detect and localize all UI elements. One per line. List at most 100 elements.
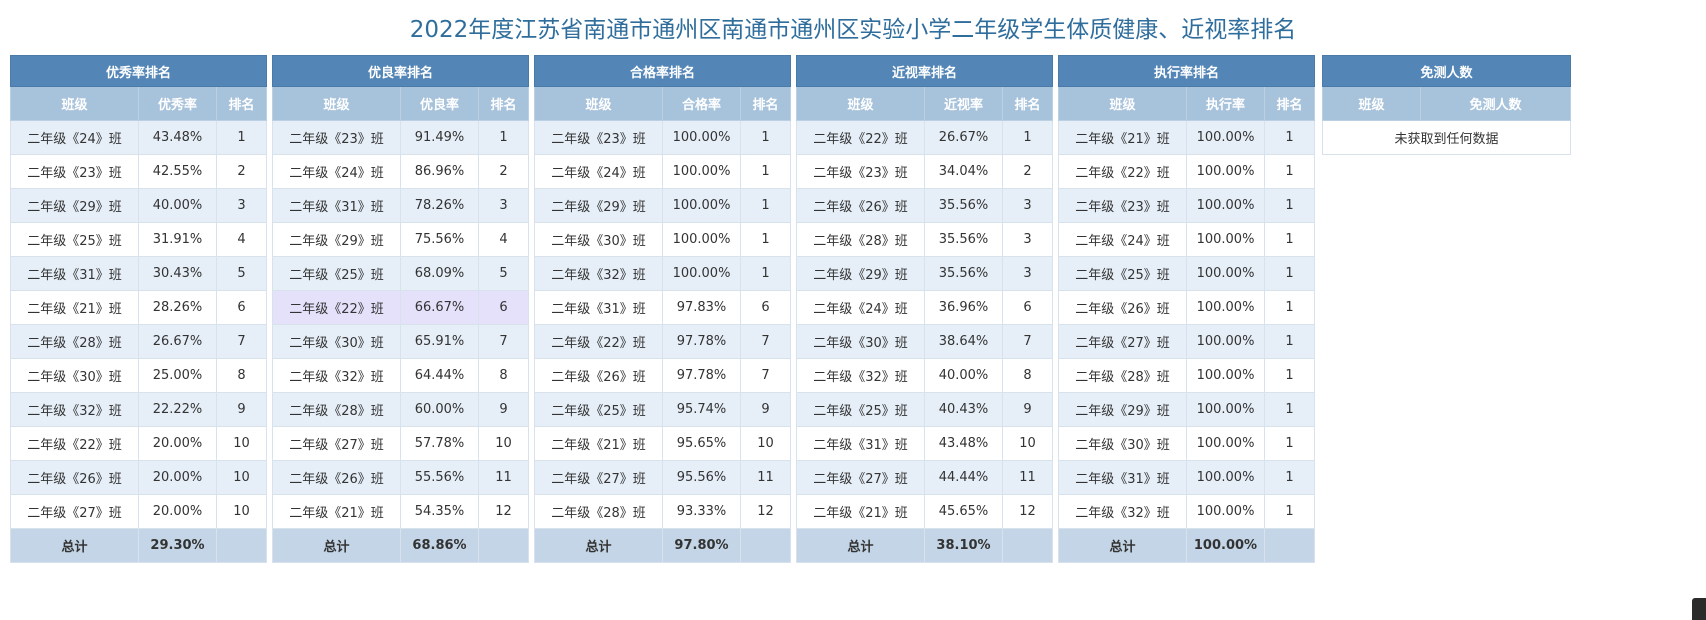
table-row[interactable]: 二年级《32》班 22.22% 9 [10,392,268,427]
table-row[interactable]: 二年级《22》班 66.67% 6 [272,290,530,325]
class-name-cell: 二年级《24》班 [272,154,401,189]
table-row[interactable]: 二年级《31》班 30.43% 5 [10,256,268,291]
column-header-row: 班级 免测人数 [1322,86,1572,121]
table-row[interactable]: 二年级《25》班 68.09% 5 [272,256,530,291]
total-label: 总计 [1058,528,1187,563]
table-row[interactable]: 二年级《22》班 97.78% 7 [534,324,792,359]
total-value: 29.30% [138,528,217,563]
rate-cell: 100.00% [1186,154,1265,189]
ranking-table: 执行率排名 班级 执行率 排名 二年级《21》班 100.00% 1 二年级《22》班 100.… [1057,55,1316,563]
table-row[interactable]: 二年级《28》班 60.00% 9 [272,392,530,427]
rate-cell: 28.26% [138,290,217,325]
rank-cell: 6 [215,290,268,325]
table-row[interactable]: 二年级《24》班 36.96% 6 [796,290,1054,325]
rank-cell: 8 [215,358,268,393]
table-row[interactable]: 二年级《23》班 34.04% 2 [796,154,1054,189]
table-row[interactable]: 二年级《31》班 43.48% 10 [796,426,1054,461]
table-row[interactable]: 二年级《30》班 25.00% 8 [10,358,268,393]
table-row[interactable]: 二年级《28》班 93.33% 12 [534,494,792,529]
rate-cell: 40.00% [924,358,1003,393]
table-row[interactable]: 二年级《24》班 100.00% 1 [534,154,792,189]
column-header: 近视率 [924,86,1003,121]
table-row[interactable]: 二年级《31》班 97.83% 6 [534,290,792,325]
table-row[interactable]: 二年级《32》班 100.00% 1 [1058,494,1316,529]
table-row[interactable]: 二年级《28》班 35.56% 3 [796,222,1054,257]
table-row[interactable]: 二年级《27》班 44.44% 11 [796,460,1054,495]
class-name-cell: 二年级《23》班 [1058,188,1187,223]
class-name-cell: 二年级《29》班 [1058,392,1187,427]
table-row[interactable]: 二年级《23》班 100.00% 1 [534,120,792,155]
table-row[interactable]: 二年级《22》班 20.00% 10 [10,426,268,461]
table-row[interactable]: 二年级《27》班 20.00% 10 [10,494,268,529]
table-row[interactable]: 二年级《21》班 28.26% 6 [10,290,268,325]
table-row[interactable]: 二年级《21》班 95.65% 10 [534,426,792,461]
table-row[interactable]: 二年级《32》班 40.00% 8 [796,358,1054,393]
table-row[interactable]: 二年级《24》班 100.00% 1 [1058,222,1316,257]
total-empty [215,528,268,563]
table-row[interactable]: 二年级《21》班 100.00% 1 [1058,120,1316,155]
table-row[interactable]: 二年级《25》班 100.00% 1 [1058,256,1316,291]
table-row[interactable]: 二年级《23》班 42.55% 2 [10,154,268,189]
class-name-cell: 二年级《23》班 [534,120,663,155]
table-row[interactable]: 二年级《29》班 40.00% 3 [10,188,268,223]
table-row[interactable]: 二年级《32》班 64.44% 8 [272,358,530,393]
table-row[interactable]: 二年级《30》班 38.64% 7 [796,324,1054,359]
table-row[interactable]: 二年级《28》班 100.00% 1 [1058,358,1316,393]
table-row[interactable]: 二年级《27》班 95.56% 11 [534,460,792,495]
table-row[interactable]: 二年级《31》班 100.00% 1 [1058,460,1316,495]
table-row[interactable]: 二年级《28》班 26.67% 7 [10,324,268,359]
rank-cell: 8 [477,358,530,393]
class-name-cell: 二年级《28》班 [796,222,925,257]
table-row[interactable]: 二年级《27》班 100.00% 1 [1058,324,1316,359]
table-row[interactable]: 二年级《26》班 20.00% 10 [10,460,268,495]
rate-cell: 22.22% [138,392,217,427]
table-row[interactable]: 二年级《22》班 26.67% 1 [796,120,1054,155]
ranking-panel: 合格率排名 班级 合格率 排名 二年级《23》班 100.00% 1 二年级《24》班 100.… [533,55,792,563]
table-row[interactable]: 二年级《24》班 86.96% 2 [272,154,530,189]
column-header: 班级 [1058,86,1187,121]
rate-cell: 91.49% [400,120,479,155]
table-row[interactable]: 二年级《22》班 100.00% 1 [1058,154,1316,189]
table-row[interactable]: 二年级《23》班 91.49% 1 [272,120,530,155]
rank-cell: 3 [1001,188,1054,223]
table-row[interactable]: 二年级《21》班 45.65% 12 [796,494,1054,529]
total-row: 总计 29.30% [10,528,268,563]
table-row[interactable]: 二年级《30》班 100.00% 1 [534,222,792,257]
class-name-cell: 二年级《31》班 [1058,460,1187,495]
rate-cell: 93.33% [662,494,741,529]
total-row: 总计 100.00% [1058,528,1316,563]
table-row[interactable]: 二年级《26》班 100.00% 1 [1058,290,1316,325]
table-row[interactable]: 二年级《31》班 78.26% 3 [272,188,530,223]
table-row[interactable]: 二年级《26》班 55.56% 11 [272,460,530,495]
rate-cell: 26.67% [138,324,217,359]
table-row[interactable]: 二年级《29》班 75.56% 4 [272,222,530,257]
table-row[interactable]: 二年级《26》班 97.78% 7 [534,358,792,393]
rank-cell: 9 [739,392,792,427]
table-row[interactable]: 二年级《27》班 57.78% 10 [272,426,530,461]
class-name-cell: 二年级《31》班 [534,290,663,325]
table-row[interactable]: 二年级《32》班 100.00% 1 [534,256,792,291]
rate-cell: 95.65% [662,426,741,461]
table-row[interactable]: 二年级《29》班 35.56% 3 [796,256,1054,291]
table-row[interactable]: 二年级《21》班 54.35% 12 [272,494,530,529]
panel-title: 近视率排名 [795,55,1054,87]
table-row[interactable]: 二年级《25》班 95.74% 9 [534,392,792,427]
table-row[interactable]: 二年级《30》班 65.91% 7 [272,324,530,359]
rate-cell: 100.00% [1186,324,1265,359]
scrollbar-handle[interactable] [1692,598,1706,620]
class-name-cell: 二年级《31》班 [10,256,139,291]
rank-cell: 1 [739,188,792,223]
table-row[interactable]: 二年级《30》班 100.00% 1 [1058,426,1316,461]
column-header-row: 班级 优秀率 排名 [10,86,268,121]
table-row[interactable]: 二年级《25》班 40.43% 9 [796,392,1054,427]
table-row[interactable]: 二年级《29》班 100.00% 1 [1058,392,1316,427]
rank-cell: 9 [477,392,530,427]
table-row[interactable]: 二年级《25》班 31.91% 4 [10,222,268,257]
table-row[interactable]: 二年级《29》班 100.00% 1 [534,188,792,223]
rank-cell: 1 [1263,256,1316,291]
total-empty [1001,528,1054,563]
rate-cell: 31.91% [138,222,217,257]
table-row[interactable]: 二年级《23》班 100.00% 1 [1058,188,1316,223]
table-row[interactable]: 二年级《24》班 43.48% 1 [10,120,268,155]
table-row[interactable]: 二年级《26》班 35.56% 3 [796,188,1054,223]
